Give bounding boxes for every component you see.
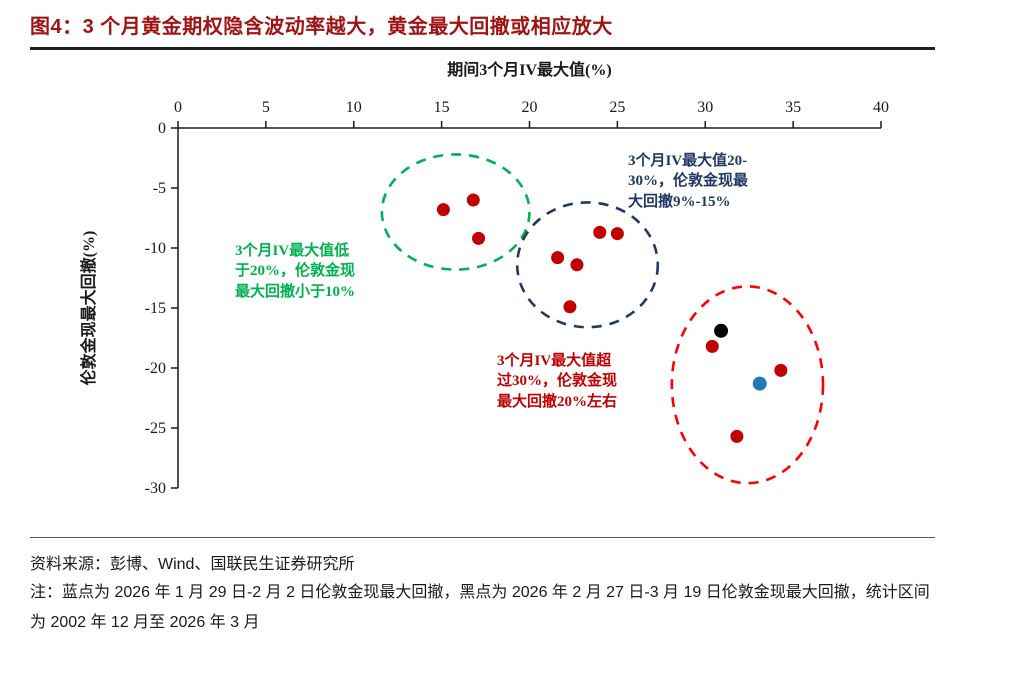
data-point-red-points [472, 231, 486, 245]
data-point-red-points [593, 225, 607, 239]
cluster-ellipse [515, 201, 660, 329]
annotation-high-iv: 3个月IV最大值超 过30%，伦敦金现 最大回撤20%左右 [497, 353, 618, 410]
data-point-red-points [570, 258, 584, 272]
data-point-red-points [610, 227, 624, 241]
data-point-red-points [466, 193, 480, 207]
x-tick-label: 20 [522, 99, 538, 116]
y-tick-label: -30 [145, 480, 166, 497]
cluster-ellipse [670, 285, 825, 485]
data-point-red-points [551, 251, 565, 265]
y-tick-label: -10 [145, 240, 166, 257]
scatter-plot: 期间3个月IV最大值(%) 伦敦金现最大回撤(%) 0 5 10 15 20 25 30 35 40… [79, 60, 889, 497]
note-text: 注：蓝点为 2026 年 1 月 29 日-2 月 2 日伦敦金现最大回撤，黑点… [30, 584, 930, 632]
cluster-ellipse [380, 153, 531, 271]
data-point-red-points [705, 339, 719, 353]
x-tick-label: 25 [609, 99, 625, 116]
y-tick-label: -20 [145, 360, 166, 377]
x-axis-title: 期间3个月IV最大值(%) [447, 60, 611, 79]
x-tick-label: 0 [174, 99, 182, 116]
data-point-red-points [774, 363, 788, 377]
y-tick-label: -5 [153, 180, 166, 197]
annotation-mid-iv: 3个月IV最大值20- 30%，伦敦金现最 大回撤9%-15% [628, 153, 749, 210]
footer-divider [30, 537, 935, 538]
data-point-blue-point [752, 376, 767, 391]
y-tick-label: 0 [158, 120, 166, 137]
x-tick-label: 40 [873, 99, 889, 116]
chart-area: 期间3个月IV最大值(%) 伦敦金现最大回撤(%) 0 5 10 15 20 25 30 35 40… [0, 55, 1024, 535]
x-tick-label: 30 [697, 99, 713, 116]
data-point-red-points [436, 203, 450, 217]
annotation-low-iv: 3个月IV最大值低 于20%，伦敦金现 最大回撤小于10% [235, 243, 356, 300]
y-tick-label: -25 [145, 420, 166, 437]
x-tick-label: 5 [262, 99, 270, 116]
data-point-red-points [730, 429, 744, 443]
figure-header: 图4：3 个月黄金期权隐含波动率越大，黄金最大回撤或相应放大 [30, 10, 935, 50]
figure-title: 图4：3 个月黄金期权隐含波动率越大，黄金最大回撤或相应放大 [30, 16, 613, 38]
x-tick-label: 10 [346, 99, 362, 116]
source-text: 资料来源：彭博、Wind、国联民生证券研究所 [30, 556, 355, 573]
title-underline [30, 47, 935, 50]
x-tick-label: 35 [785, 99, 801, 116]
data-point-red-points [563, 300, 577, 314]
y-axis-title: 伦敦金现最大回撤(%) [79, 231, 98, 386]
x-tick-label: 15 [434, 99, 450, 116]
data-point-black-point [714, 323, 729, 338]
y-tick-label: -15 [145, 300, 166, 317]
